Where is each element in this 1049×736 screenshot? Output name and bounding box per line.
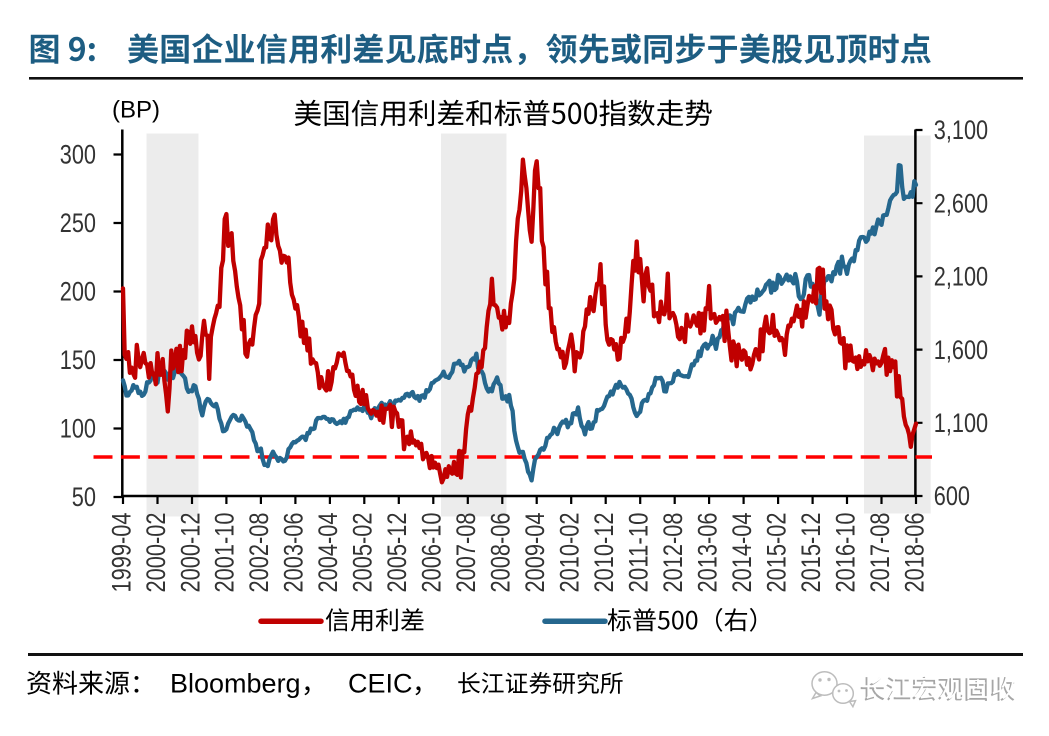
svg-text:2013-06: 2013-06 [692,513,722,593]
svg-text:(BP): (BP) [112,97,160,124]
svg-text:2011-10: 2011-10 [624,513,654,593]
svg-text:2015-02: 2015-02 [761,513,791,593]
svg-text:2005-02: 2005-02 [348,513,378,593]
svg-text:2012-08: 2012-08 [658,513,688,593]
svg-text:2007-08: 2007-08 [451,513,481,593]
svg-text:1,600: 1,600 [934,335,988,365]
svg-text:600: 600 [934,481,970,511]
svg-text:2003-06: 2003-06 [279,513,309,593]
svg-text:2,600: 2,600 [934,188,988,218]
svg-text:2018-06: 2018-06 [899,513,929,593]
svg-text:2010-12: 2010-12 [589,513,619,593]
svg-text:100: 100 [60,414,96,444]
svg-text:3,100: 3,100 [934,115,988,145]
svg-text:2010-02: 2010-02 [555,513,585,593]
svg-text:2,100: 2,100 [934,262,988,292]
svg-text:2002-08: 2002-08 [244,513,274,593]
svg-text:2015-12: 2015-12 [796,513,826,593]
svg-text:Bloomberg: Bloomberg [170,669,301,699]
svg-text:2000-12: 2000-12 [175,513,205,593]
svg-text:2014-04: 2014-04 [727,513,757,593]
svg-text:2008-06: 2008-06 [486,513,516,593]
svg-text:150: 150 [60,345,96,375]
svg-text:2004-04: 2004-04 [313,513,343,593]
svg-text:2000-02: 2000-02 [141,513,171,593]
svg-text:1999-04: 1999-04 [106,513,136,593]
svg-text:CEIC: CEIC [348,669,413,699]
svg-text:2017-08: 2017-08 [865,513,895,593]
svg-text:2005-12: 2005-12 [382,513,412,593]
svg-text:2016-10: 2016-10 [830,513,860,593]
svg-text:1,100: 1,100 [934,408,988,438]
svg-text:300: 300 [60,140,96,170]
svg-text:50: 50 [72,482,96,512]
svg-text:250: 250 [60,208,96,238]
svg-text:2001-10: 2001-10 [210,513,240,593]
svg-text:2009-04: 2009-04 [520,513,550,593]
svg-text:200: 200 [60,277,96,307]
svg-text:2006-10: 2006-10 [417,513,447,593]
